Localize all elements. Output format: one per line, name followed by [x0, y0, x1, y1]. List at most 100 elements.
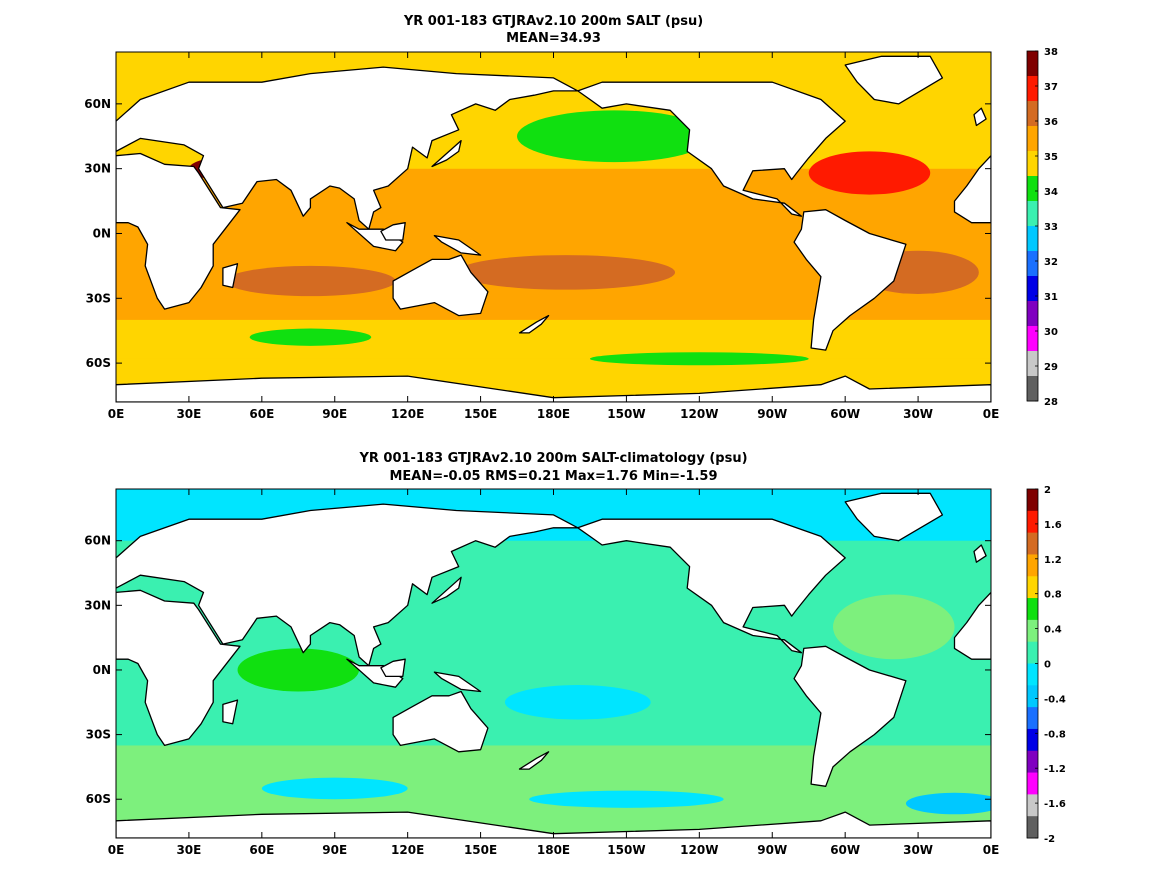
y-tick-label: 30S — [86, 728, 111, 742]
chart-title: YR 001-183 GTJRAv2.10 200m SALT-climatol… — [358, 451, 747, 466]
land-nz — [518, 751, 550, 770]
land-namerica — [577, 81, 846, 217]
colorbar-swatch — [1027, 276, 1038, 302]
colorbar-swatch — [1027, 750, 1038, 774]
colorbar-swatch — [1027, 251, 1038, 277]
land-africa — [116, 589, 241, 747]
colorbar-swatch — [1027, 532, 1038, 555]
x-tick-label: 120W — [680, 407, 718, 421]
land-samerica — [793, 209, 907, 351]
land-antarctica — [116, 375, 991, 402]
colorbar-tick-label: 0.4 — [1044, 625, 1062, 636]
x-tick-label: 180E — [537, 407, 570, 421]
y-tick-label: 0N — [93, 663, 111, 677]
colorbar-tick-label: 32 — [1044, 257, 1058, 268]
land-japan — [431, 139, 462, 168]
colorbar-swatch — [1027, 663, 1038, 686]
land-antarctica — [116, 811, 991, 838]
colorbar-swatch — [1027, 728, 1038, 752]
colorbar-tick-label: 31 — [1044, 292, 1058, 303]
colorbar-swatch — [1027, 151, 1038, 177]
land-australia — [392, 690, 489, 753]
x-tick-label: 0E — [983, 843, 1000, 857]
y-tick-label: 30N — [84, 598, 111, 612]
panel-2: 0E 30E 60E 90E 120E 150E 180E 150W 120W 90W 60W 30W… — [84, 451, 1066, 857]
x-tick-label: 0E — [983, 407, 1000, 421]
x-tick-label: 180E — [537, 843, 570, 857]
colorbar-swatch — [1027, 510, 1038, 534]
colorbar-swatch — [1027, 326, 1038, 352]
colorbar-tick-label: -0.4 — [1044, 694, 1066, 705]
colorbar-swatch — [1027, 176, 1038, 202]
land-greenland — [844, 55, 944, 105]
land-africa — [116, 152, 241, 310]
colorbar-tick-label: 34 — [1044, 187, 1058, 198]
land-namerica — [577, 518, 846, 654]
land-australia — [392, 254, 489, 317]
colorbar-swatch — [1027, 707, 1038, 730]
field-blob-4 — [517, 110, 712, 163]
colorbar-tick-label: 29 — [1044, 362, 1058, 373]
colorbar-tick-label: 2 — [1044, 485, 1051, 496]
x-tick-label: 0E — [108, 407, 125, 421]
x-tick-label: 30E — [176, 407, 201, 421]
colorbar-tick-label: 0 — [1044, 660, 1051, 671]
land-uk — [973, 107, 987, 127]
x-tick-label: 150W — [607, 843, 645, 857]
colorbar-swatch — [1027, 685, 1038, 708]
colorbar-tick-label: 28 — [1044, 397, 1058, 408]
land-newguinea — [433, 234, 482, 256]
x-tick-label: 120E — [391, 843, 424, 857]
land-indonesia — [346, 658, 404, 688]
land-westafrica — [953, 591, 991, 660]
colorbar-swatch — [1027, 554, 1038, 577]
colorbar-tick-label: 35 — [1044, 152, 1058, 163]
colorbar-swatch — [1027, 51, 1038, 77]
colorbar-tick-label: -1.6 — [1044, 799, 1066, 810]
field-blob-5 — [249, 328, 372, 346]
land-westafrica — [953, 155, 991, 224]
colorbar: 38 37 36 35 34 33 32 31 30 29 28 — [1026, 47, 1058, 408]
colorbar-swatch — [1027, 598, 1038, 621]
y-tick-label: 60N — [84, 534, 111, 548]
land-indonesia — [346, 222, 404, 252]
x-tick-label: 0E — [108, 843, 125, 857]
y-tick-label: 60S — [86, 792, 111, 806]
colorbar-swatch — [1027, 619, 1038, 643]
x-tick-label: 60E — [249, 407, 274, 421]
colorbar-swatch — [1027, 226, 1038, 252]
x-tick-label: 60W — [830, 407, 860, 421]
x-tick-label: 150E — [464, 843, 497, 857]
y-tick-label: 60N — [84, 97, 111, 111]
land-madagascar — [222, 263, 239, 289]
x-tick-label: 120W — [680, 843, 718, 857]
field-blob-1 — [237, 648, 360, 692]
x-tick-label: 60E — [249, 843, 274, 857]
field-band-1 — [116, 319, 991, 359]
panel-1: 0E 30E 60E 90E 120E 150E 180E 150W 120W 90W 60W 30W… — [84, 14, 1058, 421]
land-madagascar — [222, 699, 239, 725]
colorbar-swatch — [1027, 201, 1038, 227]
colorbar-swatch — [1027, 772, 1038, 795]
x-tick-label: 30W — [903, 407, 933, 421]
x-tick-label: 90W — [757, 407, 787, 421]
field-blob-0 — [504, 685, 651, 720]
land-borneo — [380, 658, 406, 678]
field-blob-1 — [225, 265, 396, 297]
land-newguinea — [433, 671, 482, 693]
colorbar-tick-label: -1.2 — [1044, 764, 1066, 775]
field-blob-3 — [261, 777, 408, 800]
y-tick-label: 30N — [84, 162, 111, 176]
x-tick-label: 30W — [903, 843, 933, 857]
colorbar-tick-label: -0.8 — [1044, 729, 1066, 740]
y-tick-label: 60S — [86, 356, 111, 370]
field-blob-2 — [833, 594, 955, 660]
colorbar-swatch — [1027, 301, 1038, 327]
x-tick-label: 150W — [607, 407, 645, 421]
x-tick-label: 90E — [322, 843, 347, 857]
colorbar-swatch — [1027, 101, 1038, 127]
colorbar-tick-label: 1.2 — [1044, 555, 1062, 566]
colorbar-swatch — [1027, 376, 1038, 402]
land-uk — [973, 544, 987, 563]
